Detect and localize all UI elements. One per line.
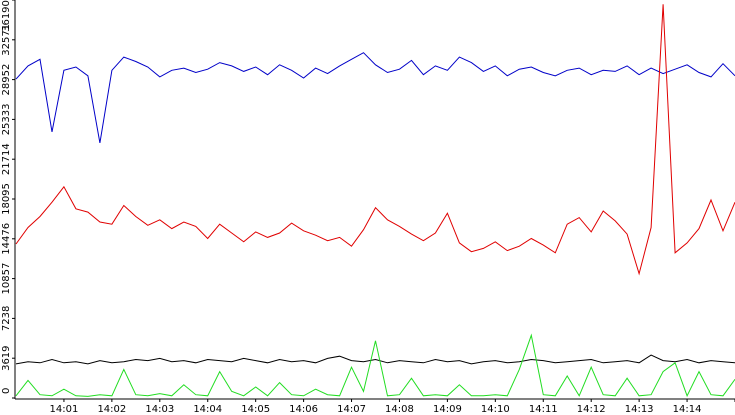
y-tick-label: 3619	[1, 345, 12, 370]
y-tick-label: 14476	[1, 223, 12, 255]
y-tick-label: 36190	[1, 0, 12, 32]
x-tick-label: 14:12	[577, 404, 606, 415]
y-tick-label: 32571	[1, 24, 12, 56]
series-line	[15, 52, 735, 143]
x-tick-label: 14:01	[50, 404, 79, 415]
x-tick-label: 14:04	[193, 404, 222, 415]
y-tick-label: 28952	[1, 64, 12, 96]
series-line	[15, 4, 735, 276]
series-line	[15, 354, 735, 365]
x-tick-label: 14:03	[145, 404, 174, 415]
x-tick-label: 14:14	[673, 404, 702, 415]
x-tick-label: 14:11	[529, 404, 558, 415]
series-line	[15, 333, 735, 398]
x-tick-label: 14:10	[481, 404, 510, 415]
y-tick-label: 10857	[1, 263, 12, 295]
y-tick-label: 25333	[1, 103, 12, 135]
x-tick-label: 14:09	[433, 404, 462, 415]
x-tick-label: 14:05	[241, 404, 270, 415]
x-tick-label: 14:02	[97, 404, 126, 415]
y-tick-label: 18095	[1, 183, 12, 215]
y-tick-label: 21714	[1, 143, 12, 175]
x-tick-label: 14:13	[625, 404, 654, 415]
x-tick-label: 14:06	[289, 404, 318, 415]
x-tick-label: 14:07	[337, 404, 366, 415]
y-tick-label: 7238	[1, 306, 12, 331]
x-tick-label: 14:08	[385, 404, 414, 415]
y-tick-label: 0	[1, 388, 12, 394]
